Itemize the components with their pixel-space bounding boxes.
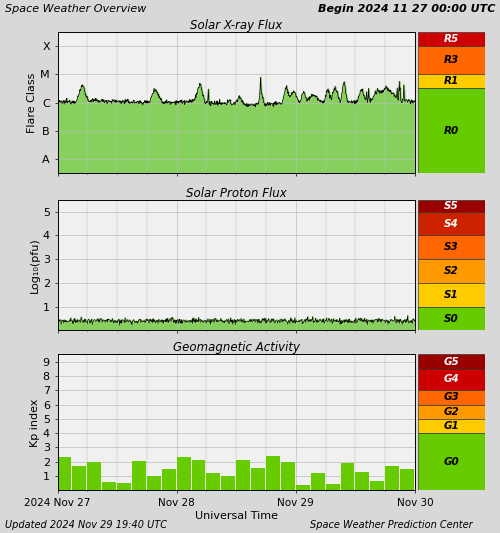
Bar: [418, 433, 485, 490]
Text: Space Weather Prediction Center: Space Weather Prediction Center: [310, 520, 472, 530]
Bar: [418, 419, 485, 433]
Bar: [72, 466, 86, 490]
Title: Solar X-ray Flux: Solar X-ray Flux: [190, 19, 282, 32]
Y-axis label: Kp index: Kp index: [30, 398, 40, 447]
Bar: [418, 306, 485, 330]
Bar: [296, 484, 310, 490]
Bar: [310, 473, 324, 490]
Bar: [418, 369, 485, 390]
Bar: [251, 467, 265, 490]
Title: Solar Proton Flux: Solar Proton Flux: [186, 187, 286, 200]
Bar: [192, 461, 205, 490]
Text: G5: G5: [444, 357, 459, 367]
Text: S3: S3: [444, 243, 458, 252]
Bar: [147, 476, 161, 490]
Text: G4: G4: [444, 375, 459, 384]
Y-axis label: Log₁₀(pfu): Log₁₀(pfu): [30, 237, 40, 293]
Text: G1: G1: [444, 421, 459, 431]
Text: S4: S4: [444, 219, 458, 229]
Text: G0: G0: [444, 457, 459, 467]
X-axis label: Universal Time: Universal Time: [195, 511, 278, 521]
Text: Begin 2024 11 27 00:00 UTC: Begin 2024 11 27 00:00 UTC: [318, 4, 495, 14]
Bar: [418, 354, 485, 369]
Bar: [58, 457, 71, 490]
Text: S2: S2: [444, 266, 458, 276]
Y-axis label: Flare Class: Flare Class: [28, 72, 38, 133]
Bar: [418, 74, 485, 88]
Bar: [418, 390, 485, 405]
Bar: [340, 463, 354, 490]
Bar: [418, 200, 485, 212]
Bar: [418, 283, 485, 306]
Bar: [400, 469, 414, 490]
Text: S0: S0: [444, 313, 458, 324]
Text: G3: G3: [444, 392, 459, 402]
Bar: [236, 460, 250, 490]
Bar: [418, 259, 485, 283]
Bar: [418, 46, 485, 74]
Text: S1: S1: [444, 290, 458, 300]
Bar: [266, 456, 280, 490]
Bar: [102, 482, 116, 490]
Bar: [370, 481, 384, 490]
Bar: [176, 457, 190, 490]
Text: Updated 2024 Nov 29 19:40 UTC: Updated 2024 Nov 29 19:40 UTC: [5, 520, 167, 530]
Text: Space Weather Overview: Space Weather Overview: [5, 4, 146, 14]
Bar: [132, 461, 146, 490]
Text: R1: R1: [444, 76, 459, 86]
Bar: [418, 88, 485, 173]
Bar: [281, 462, 295, 490]
Text: R3: R3: [444, 55, 459, 65]
Text: G2: G2: [444, 407, 459, 417]
Bar: [326, 484, 340, 490]
Bar: [418, 212, 485, 236]
Bar: [117, 483, 131, 490]
Text: R5: R5: [444, 34, 459, 44]
Text: S5: S5: [444, 201, 458, 211]
Bar: [418, 405, 485, 419]
Text: R0: R0: [444, 126, 459, 136]
Bar: [88, 462, 101, 490]
Bar: [418, 236, 485, 259]
Bar: [206, 473, 220, 490]
Title: Geomagnetic Activity: Geomagnetic Activity: [173, 342, 300, 354]
Bar: [162, 469, 175, 490]
Bar: [356, 472, 370, 490]
Bar: [222, 476, 235, 490]
Bar: [418, 32, 485, 46]
Bar: [385, 466, 399, 490]
